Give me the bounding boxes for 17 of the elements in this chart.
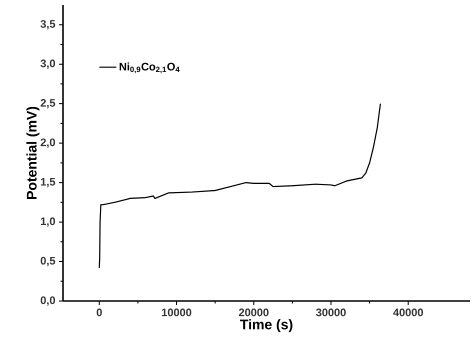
y-tick-label: 0,5 bbox=[40, 256, 56, 266]
y-tick-label: 2,5 bbox=[40, 99, 56, 108]
x-tick-label: 20000 bbox=[238, 308, 269, 316]
x-tick-label: 30000 bbox=[316, 308, 346, 316]
y-tick-label: 1,5 bbox=[40, 178, 56, 188]
y-tick-label: 3,5 bbox=[40, 20, 56, 30]
y-tick-label: 0,0 bbox=[40, 296, 56, 306]
line-series bbox=[98, 103, 382, 268]
y-tick-label: 1,0 bbox=[40, 217, 56, 227]
legend-label: Ni$_{0,9}$Co$_{2,1}$O$_{4}$ bbox=[120, 62, 180, 74]
x-axis-title: Time (s) bbox=[240, 319, 292, 332]
x-tick-label: 40000 bbox=[393, 308, 423, 316]
x-tick-label: 0 bbox=[96, 308, 102, 316]
x-tick-label: 10000 bbox=[162, 308, 192, 316]
y-tick-label: 3,0 bbox=[40, 60, 56, 69]
y-axis-title: Potential (mV) bbox=[26, 106, 40, 199]
y-tick-label: 2,0 bbox=[40, 138, 56, 148]
